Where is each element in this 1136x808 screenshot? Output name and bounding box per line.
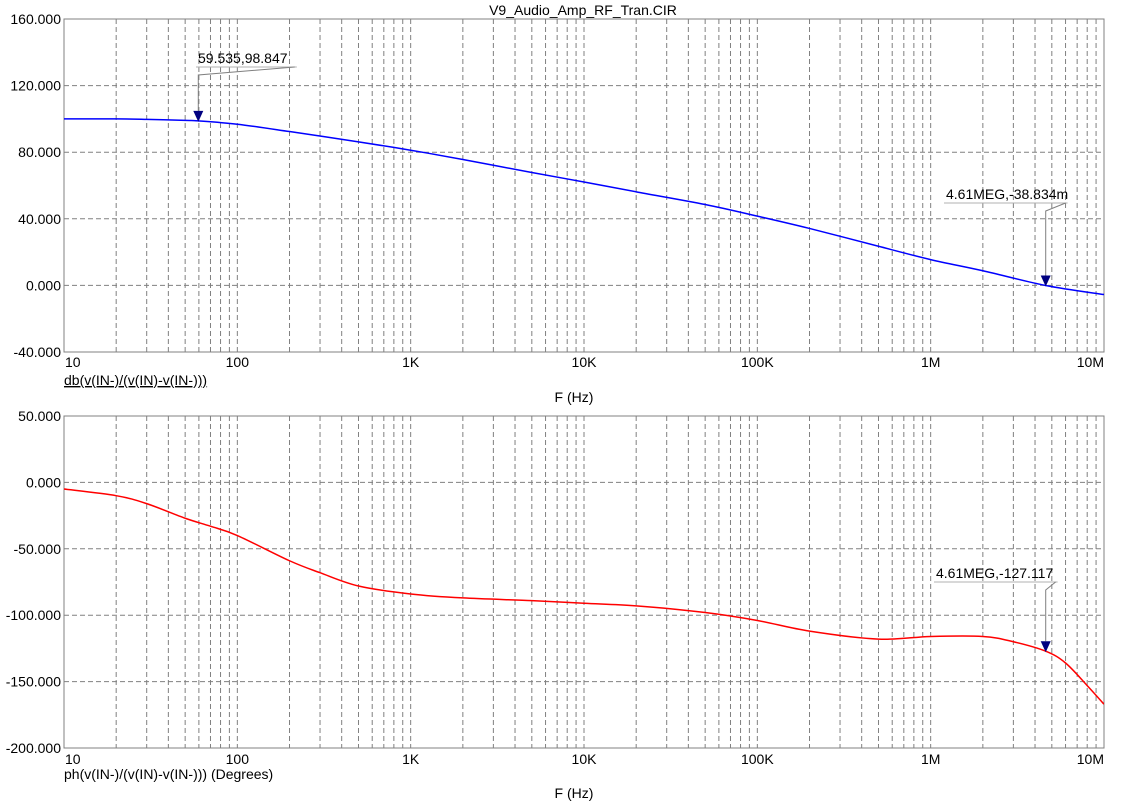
phase-plot-frame xyxy=(63,415,1105,749)
mag-annotation-leader xyxy=(1045,202,1066,276)
phase-xlabel: F (Hz) xyxy=(555,785,594,801)
mag-xtick-label: 100 xyxy=(226,354,250,370)
phase-xtick-label: 1M xyxy=(921,751,940,767)
mag-annotation-leader xyxy=(197,66,295,111)
phase-xtick-label: 10K xyxy=(572,751,598,767)
phase-ytick-label: -150.000 xyxy=(6,674,61,690)
mag-grid xyxy=(64,19,1104,352)
mag-cursor-annotation: 4.61MEG,-38.834m xyxy=(944,186,1068,287)
phase-xtick-label: 100K xyxy=(741,751,774,767)
mag-xtick-label: 1M xyxy=(921,354,940,370)
phase-ytick-label: -50.000 xyxy=(14,541,62,557)
phase-xtick-label: 10M xyxy=(1077,751,1104,767)
mag-xtick-label: 100K xyxy=(741,354,774,370)
mag-ytick-label: 80.000 xyxy=(18,144,61,160)
mag-xtick-label: 10M xyxy=(1077,354,1104,370)
phase-ytick-label: -200.000 xyxy=(6,740,61,756)
phase-series-line xyxy=(64,488,1104,705)
mag-ytick-label: 0.000 xyxy=(26,277,61,293)
mag-plot-frame xyxy=(63,18,1105,353)
mag-xtick-label: 10K xyxy=(572,354,598,370)
mag-series-line xyxy=(64,118,1104,296)
phase-ytick-label: 0.000 xyxy=(26,474,61,490)
phase-ytick-label: 50.000 xyxy=(18,408,61,424)
mag-ylabel: db(v(IN-)/(v(IN)-v(IN-))) xyxy=(64,372,207,388)
mag-xtick-label: 10 xyxy=(65,354,81,370)
phase-ylabel: ph(v(IN-)/(v(IN)-v(IN-))) (Degrees) xyxy=(64,766,273,782)
phase-xtick-label: 100 xyxy=(226,751,250,767)
magnitude-panel: 160.000120.00080.00040.0000.000-40.00010… xyxy=(10,11,1105,405)
mag-ytick-label: 160.000 xyxy=(10,11,61,27)
phase-annotation-marker xyxy=(1040,641,1051,653)
mag-xtick-label: 1K xyxy=(402,354,420,370)
phase-annotation-label: 4.61MEG,-127.117 xyxy=(936,565,1053,581)
mag-cursor-annotation: 59.535,98.847 xyxy=(193,50,297,122)
phase-panel: 50.000 0.000 -50.000 -100.000 -150.000 -200.0… xyxy=(6,408,1105,801)
mag-annotation-label: 4.61MEG,-38.834m xyxy=(946,186,1068,202)
phase-cursor-annotation: 4.61MEG,-127.117 xyxy=(934,565,1058,653)
mag-annotation-marker xyxy=(1040,275,1051,287)
mag-annotation-label: 59.535,98.847 xyxy=(198,50,288,66)
mag-ytick-label: -40.000 xyxy=(14,344,62,360)
phase-grid xyxy=(64,416,1104,748)
phase-xtick-label: 1K xyxy=(402,751,420,767)
phase-xtick-label: 10 xyxy=(65,751,81,767)
mag-xlabel: F (Hz) xyxy=(555,389,594,405)
phase-ytick-label: -100.000 xyxy=(6,607,61,623)
mag-annotation-marker xyxy=(193,110,204,122)
mag-ytick-label: 120.000 xyxy=(10,78,61,94)
plot-title: V9_Audio_Amp_RF_Tran.CIR xyxy=(489,2,677,18)
mag-ytick-label: 40.000 xyxy=(18,211,61,227)
phase-annotation-leader xyxy=(1045,581,1056,642)
